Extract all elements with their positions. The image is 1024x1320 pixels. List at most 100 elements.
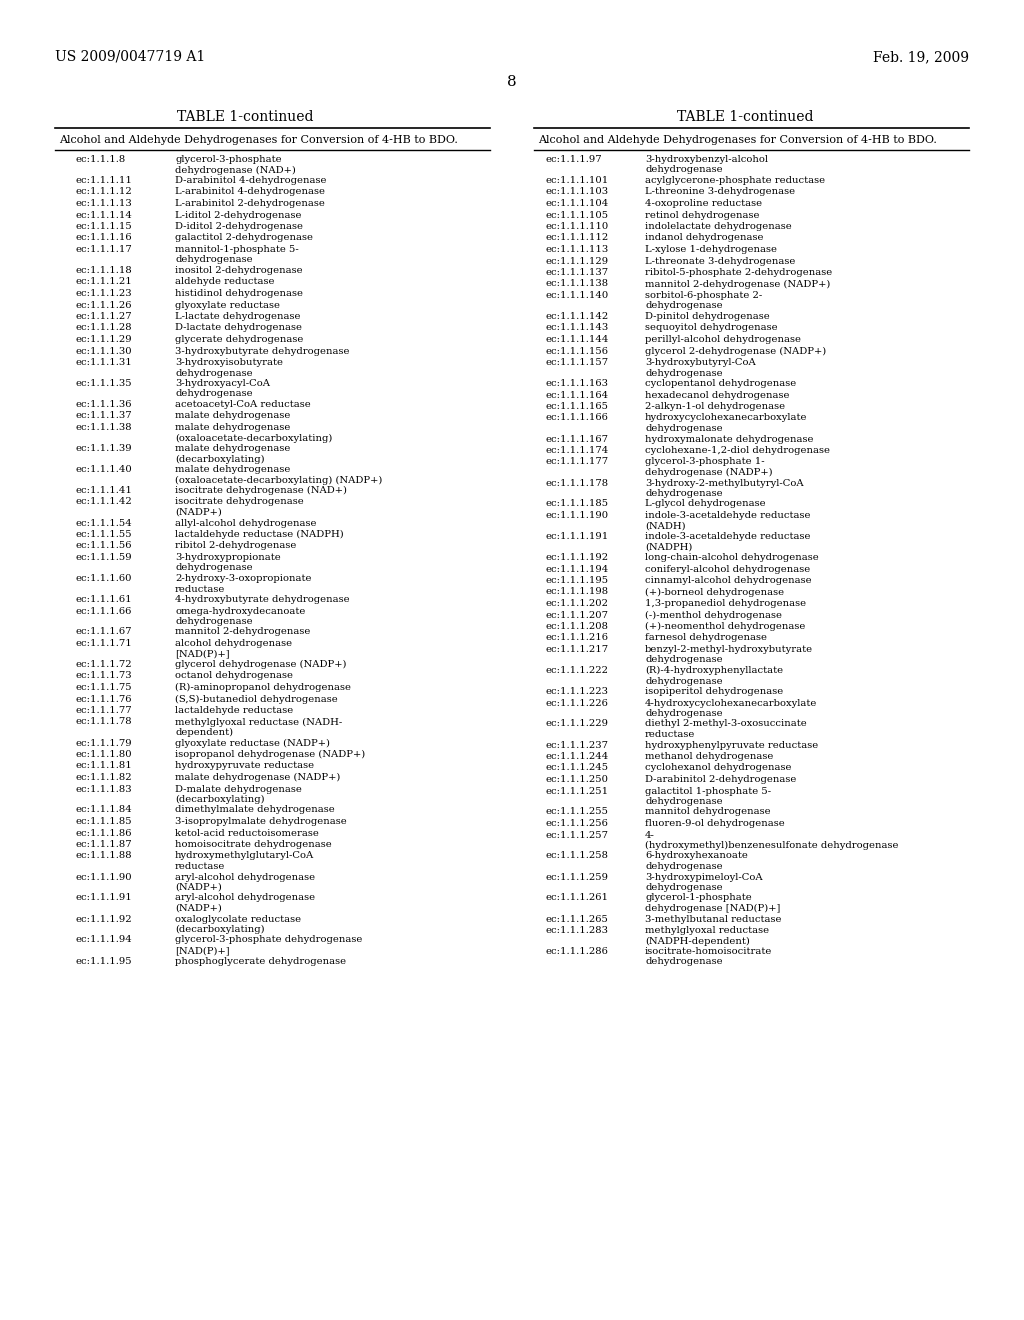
Text: (decarboxylating): (decarboxylating) xyxy=(175,454,264,463)
Text: acylglycerone-phosphate reductase: acylglycerone-phosphate reductase xyxy=(645,176,825,185)
Text: ec:1.1.1.101: ec:1.1.1.101 xyxy=(545,176,608,185)
Text: ec:1.1.1.39: ec:1.1.1.39 xyxy=(75,444,132,453)
Text: (NADPH): (NADPH) xyxy=(645,543,692,552)
Text: ec:1.1.1.84: ec:1.1.1.84 xyxy=(75,805,132,814)
Text: malate dehydrogenase (NADP+): malate dehydrogenase (NADP+) xyxy=(175,774,340,783)
Text: ec:1.1.1.55: ec:1.1.1.55 xyxy=(75,531,132,539)
Text: ec:1.1.1.198: ec:1.1.1.198 xyxy=(545,587,608,597)
Text: long-chain-alcohol dehydrogenase: long-chain-alcohol dehydrogenase xyxy=(645,553,819,562)
Text: ec:1.1.1.257: ec:1.1.1.257 xyxy=(545,830,608,840)
Text: ec:1.1.1.85: ec:1.1.1.85 xyxy=(75,817,132,826)
Text: glycerol dehydrogenase (NADP+): glycerol dehydrogenase (NADP+) xyxy=(175,660,346,669)
Text: 3-hydroxyisobutyrate: 3-hydroxyisobutyrate xyxy=(175,358,283,367)
Text: dehydrogenase: dehydrogenase xyxy=(645,165,723,174)
Text: (NADP+): (NADP+) xyxy=(175,904,222,913)
Text: mannitol 2-dehydrogenase (NADP+): mannitol 2-dehydrogenase (NADP+) xyxy=(645,280,830,289)
Text: 3-hydroxypimeloyl-CoA: 3-hydroxypimeloyl-CoA xyxy=(645,873,763,882)
Text: ec:1.1.1.156: ec:1.1.1.156 xyxy=(545,346,608,355)
Text: malate dehydrogenase: malate dehydrogenase xyxy=(175,412,291,421)
Text: ec:1.1.1.165: ec:1.1.1.165 xyxy=(545,403,608,411)
Text: mannitol 2-dehydrogenase: mannitol 2-dehydrogenase xyxy=(175,627,310,636)
Text: ec:1.1.1.113: ec:1.1.1.113 xyxy=(545,246,608,253)
Text: ec:1.1.1.11: ec:1.1.1.11 xyxy=(75,176,132,185)
Text: ec:1.1.1.28: ec:1.1.1.28 xyxy=(75,323,132,333)
Text: L-arabinitol 2-dehydrogenase: L-arabinitol 2-dehydrogenase xyxy=(175,199,325,209)
Text: TABLE 1-continued: TABLE 1-continued xyxy=(177,110,313,124)
Text: ec:1.1.1.79: ec:1.1.1.79 xyxy=(75,738,132,747)
Text: (NADPH-dependent): (NADPH-dependent) xyxy=(645,936,750,945)
Text: L-glycol dehydrogenase: L-glycol dehydrogenase xyxy=(645,499,766,508)
Text: reductase: reductase xyxy=(175,862,225,871)
Text: ribitol-5-phosphate 2-dehydrogenase: ribitol-5-phosphate 2-dehydrogenase xyxy=(645,268,833,277)
Text: omega-hydroxydecanoate: omega-hydroxydecanoate xyxy=(175,606,305,615)
Text: ec:1.1.1.82: ec:1.1.1.82 xyxy=(75,774,132,781)
Text: ec:1.1.1.256: ec:1.1.1.256 xyxy=(545,818,608,828)
Text: ec:1.1.1.194: ec:1.1.1.194 xyxy=(545,565,608,573)
Text: indole-3-acetaldehyde reductase: indole-3-acetaldehyde reductase xyxy=(645,511,811,520)
Text: homoisocitrate dehydrogenase: homoisocitrate dehydrogenase xyxy=(175,840,332,849)
Text: L-iditol 2-dehydrogenase: L-iditol 2-dehydrogenase xyxy=(175,210,301,219)
Text: dehydrogenase: dehydrogenase xyxy=(175,564,253,573)
Text: 4-hydroxycyclohexanecarboxylate: 4-hydroxycyclohexanecarboxylate xyxy=(645,698,817,708)
Text: lactaldehyde reductase: lactaldehyde reductase xyxy=(175,706,293,715)
Text: ec:1.1.1.157: ec:1.1.1.157 xyxy=(545,358,608,367)
Text: ec:1.1.1.8: ec:1.1.1.8 xyxy=(75,154,125,164)
Text: L-threonate 3-dehydrogenase: L-threonate 3-dehydrogenase xyxy=(645,256,796,265)
Text: isocitrate dehydrogenase: isocitrate dehydrogenase xyxy=(175,498,304,507)
Text: 3-hydroxypropionate: 3-hydroxypropionate xyxy=(175,553,281,562)
Text: (decarboxylating): (decarboxylating) xyxy=(175,795,264,804)
Text: isocitrate dehydrogenase (NAD+): isocitrate dehydrogenase (NAD+) xyxy=(175,486,347,495)
Text: ec:1.1.1.54: ec:1.1.1.54 xyxy=(75,519,132,528)
Text: Alcohol and Aldehyde Dehydrogenases for Conversion of 4-HB to BDO.: Alcohol and Aldehyde Dehydrogenases for … xyxy=(538,135,937,145)
Text: glycerol-3-phosphate: glycerol-3-phosphate xyxy=(175,154,282,164)
Text: perillyl-alcohol dehydrogenase: perillyl-alcohol dehydrogenase xyxy=(645,335,801,345)
Text: indolelactate dehydrogenase: indolelactate dehydrogenase xyxy=(645,222,792,231)
Text: glycerol-3-phosphate 1-: glycerol-3-phosphate 1- xyxy=(645,458,765,466)
Text: ec:1.1.1.60: ec:1.1.1.60 xyxy=(75,574,131,583)
Text: ec:1.1.1.143: ec:1.1.1.143 xyxy=(545,323,608,333)
Text: mannitol-1-phosphate 5-: mannitol-1-phosphate 5- xyxy=(175,246,299,253)
Text: glyoxylate reductase (NADP+): glyoxylate reductase (NADP+) xyxy=(175,738,330,747)
Text: 3-hydroxybutyryl-CoA: 3-hydroxybutyryl-CoA xyxy=(645,358,756,367)
Text: hydroxycyclohexanecarboxylate: hydroxycyclohexanecarboxylate xyxy=(645,413,808,422)
Text: hexadecanol dehydrogenase: hexadecanol dehydrogenase xyxy=(645,391,790,400)
Text: ec:1.1.1.92: ec:1.1.1.92 xyxy=(75,915,132,924)
Text: TABLE 1-continued: TABLE 1-continued xyxy=(677,110,813,124)
Text: ec:1.1.1.77: ec:1.1.1.77 xyxy=(75,706,132,715)
Text: hydroxypyruvate reductase: hydroxypyruvate reductase xyxy=(175,762,314,771)
Text: 3-hydroxybenzyl-alcohol: 3-hydroxybenzyl-alcohol xyxy=(645,154,768,164)
Text: (NADP+): (NADP+) xyxy=(175,883,222,892)
Text: D-arabinitol 2-dehydrogenase: D-arabinitol 2-dehydrogenase xyxy=(645,775,797,784)
Text: ec:1.1.1.83: ec:1.1.1.83 xyxy=(75,784,132,793)
Text: ec:1.1.1.23: ec:1.1.1.23 xyxy=(75,289,132,298)
Text: ec:1.1.1.86: ec:1.1.1.86 xyxy=(75,829,131,837)
Text: D-arabinitol 4-dehydrogenase: D-arabinitol 4-dehydrogenase xyxy=(175,176,327,185)
Text: hydroxymethylglutaryl-CoA: hydroxymethylglutaryl-CoA xyxy=(175,851,314,861)
Text: reductase: reductase xyxy=(175,585,225,594)
Text: ec:1.1.1.258: ec:1.1.1.258 xyxy=(545,851,608,861)
Text: ec:1.1.1.88: ec:1.1.1.88 xyxy=(75,851,132,861)
Text: cyclopentanol dehydrogenase: cyclopentanol dehydrogenase xyxy=(645,379,797,388)
Text: (+)-neomenthol dehydrogenase: (+)-neomenthol dehydrogenase xyxy=(645,622,805,631)
Text: L-lactate dehydrogenase: L-lactate dehydrogenase xyxy=(175,312,300,321)
Text: ec:1.1.1.208: ec:1.1.1.208 xyxy=(545,622,608,631)
Text: acetoacetyl-CoA reductase: acetoacetyl-CoA reductase xyxy=(175,400,310,409)
Text: L-xylose 1-dehydrogenase: L-xylose 1-dehydrogenase xyxy=(645,246,777,253)
Text: methanol dehydrogenase: methanol dehydrogenase xyxy=(645,752,773,762)
Text: dehydrogenase: dehydrogenase xyxy=(645,797,723,807)
Text: L-arabinitol 4-dehydrogenase: L-arabinitol 4-dehydrogenase xyxy=(175,187,325,197)
Text: dehydrogenase: dehydrogenase xyxy=(645,957,723,966)
Text: (+)-borneol dehydrogenase: (+)-borneol dehydrogenase xyxy=(645,587,784,597)
Text: octanol dehydrogenase: octanol dehydrogenase xyxy=(175,672,293,681)
Text: ec:1.1.1.95: ec:1.1.1.95 xyxy=(75,957,132,965)
Text: phosphoglycerate dehydrogenase: phosphoglycerate dehydrogenase xyxy=(175,957,346,965)
Text: isopiperitol dehydrogenase: isopiperitol dehydrogenase xyxy=(645,686,783,696)
Text: malate dehydrogenase: malate dehydrogenase xyxy=(175,465,291,474)
Text: methylglyoxal reductase (NADH-: methylglyoxal reductase (NADH- xyxy=(175,718,342,726)
Text: D-iditol 2-dehydrogenase: D-iditol 2-dehydrogenase xyxy=(175,222,303,231)
Text: dehydrogenase: dehydrogenase xyxy=(175,368,253,378)
Text: lactaldehyde reductase (NADPH): lactaldehyde reductase (NADPH) xyxy=(175,531,344,539)
Text: aldehyde reductase: aldehyde reductase xyxy=(175,277,274,286)
Text: cyclohexanol dehydrogenase: cyclohexanol dehydrogenase xyxy=(645,763,792,772)
Text: ec:1.1.1.41: ec:1.1.1.41 xyxy=(75,486,132,495)
